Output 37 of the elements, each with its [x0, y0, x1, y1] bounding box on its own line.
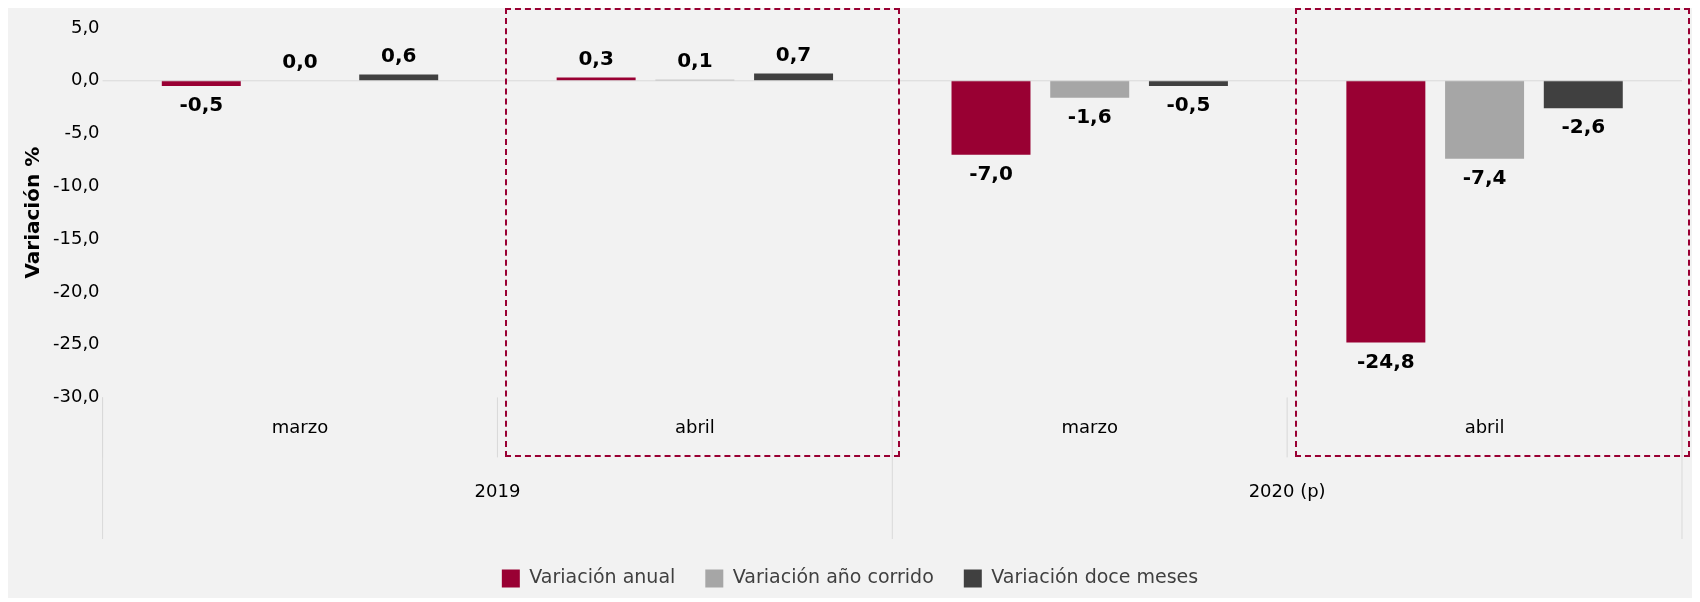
y-axis-title: Variación %: [20, 146, 45, 279]
data-label: 0,3: [578, 45, 614, 70]
data-label: 0,7: [775, 41, 812, 66]
bar: [1543, 80, 1623, 109]
data-label: 0,0: [282, 48, 318, 73]
bar: [1346, 80, 1426, 343]
y-tick-label: 0,0: [70, 68, 100, 90]
bar: [1445, 80, 1525, 159]
x-tick-label: abril: [674, 415, 715, 437]
data-label: -7,0: [969, 160, 1013, 185]
data-label: 0,6: [381, 42, 417, 67]
data-label: 0,1: [677, 47, 713, 72]
x-tick-label: abril: [1464, 415, 1505, 437]
text: 2019: [474, 480, 521, 502]
y-tick-label: 5,0: [70, 15, 100, 37]
bar: [951, 80, 1031, 155]
data-label: -0,5: [179, 92, 224, 117]
data-label: -0,5: [1166, 92, 1211, 117]
y-tick-label: -25,0: [53, 332, 100, 354]
x-tick-label: marzo: [1061, 415, 1118, 437]
data-label: -2,6: [1561, 114, 1606, 139]
bar: [1050, 80, 1130, 98]
bar: [1148, 80, 1228, 87]
data-label: -1,6: [1067, 103, 1112, 128]
y-tick-label: -30,0: [53, 385, 100, 407]
bar: [161, 80, 241, 87]
legend-label: Variación doce meses: [991, 565, 1199, 588]
text: 2020 (p): [1248, 480, 1326, 502]
legend-label: Variación anual: [529, 565, 676, 588]
y-tick-label: -5,0: [64, 121, 100, 143]
data-label: -7,4: [1462, 165, 1507, 190]
data-label: -24,8: [1357, 348, 1415, 373]
x-tick-label: marzo: [271, 415, 329, 437]
y-tick-label: -15,0: [53, 226, 100, 248]
y-tick-label: -20,0: [53, 279, 100, 301]
y-tick-label: -10,0: [53, 173, 100, 195]
legend-label: Variación año corrido: [732, 565, 934, 588]
